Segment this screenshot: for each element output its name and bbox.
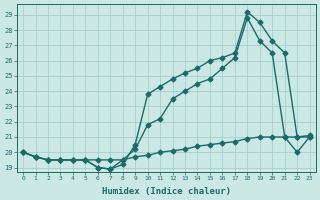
- X-axis label: Humidex (Indice chaleur): Humidex (Indice chaleur): [102, 187, 231, 196]
